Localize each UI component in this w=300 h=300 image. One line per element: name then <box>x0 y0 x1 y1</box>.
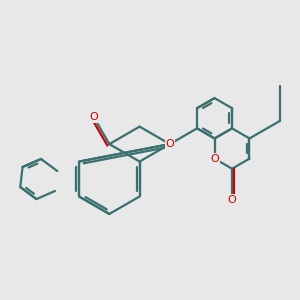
Text: O: O <box>210 154 219 164</box>
Text: O: O <box>89 112 98 122</box>
Text: O: O <box>228 195 236 205</box>
Text: O: O <box>166 139 174 149</box>
